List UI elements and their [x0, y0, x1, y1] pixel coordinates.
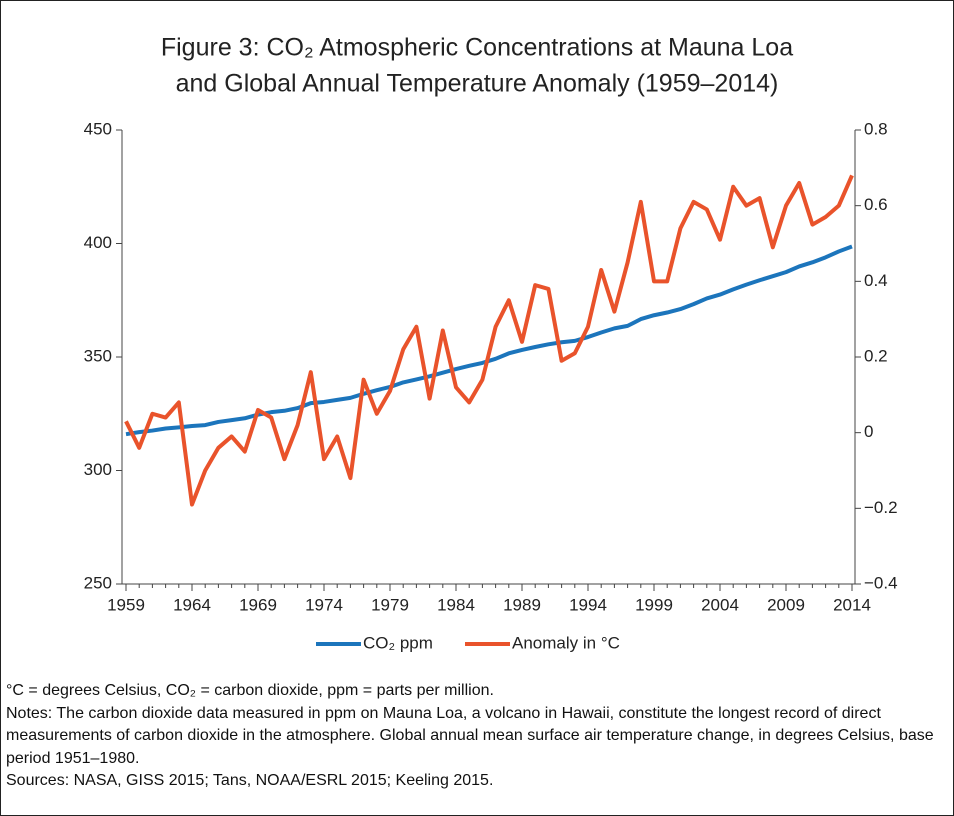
x-tick-label: 1964: [173, 595, 211, 614]
series-line: [124, 174, 854, 507]
series-line: [125, 244, 853, 437]
y-tick-label: 250: [84, 573, 112, 592]
y-tick-label: 300: [84, 460, 112, 479]
x-tick-label: 1959: [107, 595, 145, 614]
x-tick-label: 1989: [503, 595, 541, 614]
y-tick-label: 450: [84, 119, 112, 138]
chart: Figure 3: CO₂ Atmospheric Concentrations…: [84, 34, 898, 653]
note: Sources: NASA, GISS 2015; Tans, NOAA/ESR…: [6, 772, 494, 789]
x-tick-label: 1974: [305, 595, 343, 614]
x-tick-label: 2009: [767, 595, 805, 614]
notes: °C = degrees Celsius, CO₂ = carbon dioxi…: [6, 680, 946, 793]
x-tick-label: 1969: [239, 595, 277, 614]
chart-title: and Global Annual Temperature Anomaly (1…: [176, 70, 779, 98]
y2-tick-label: 0: [864, 422, 873, 441]
y2-tick-label: 0.8: [864, 119, 888, 138]
legend-label: CO₂ ppm: [363, 633, 433, 652]
y2-tick-label: −0.4: [864, 573, 898, 592]
y-tick-label: 350: [84, 346, 112, 365]
x-tick-label: 1979: [371, 595, 409, 614]
x-tick-label: 2014: [833, 595, 871, 614]
x-tick-label: 1994: [569, 595, 607, 614]
x-tick-label: 2004: [701, 595, 739, 614]
legend-label: Anomaly in °C: [512, 633, 620, 652]
chart-title: Figure 3: CO₂ Atmospheric Concentrations…: [161, 34, 793, 62]
y2-tick-label: 0.6: [864, 195, 888, 214]
note: °C = degrees Celsius, CO₂ = carbon dioxi…: [6, 682, 494, 699]
y-tick-label: 400: [84, 233, 112, 252]
note: Notes: The carbon dioxide data measured …: [6, 704, 934, 767]
y2-tick-label: 0.4: [864, 271, 888, 290]
x-tick-label: 1999: [635, 595, 673, 614]
y2-tick-label: −0.2: [864, 498, 898, 517]
x-tick-label: 1984: [437, 595, 475, 614]
y2-tick-label: 0.2: [864, 346, 888, 365]
